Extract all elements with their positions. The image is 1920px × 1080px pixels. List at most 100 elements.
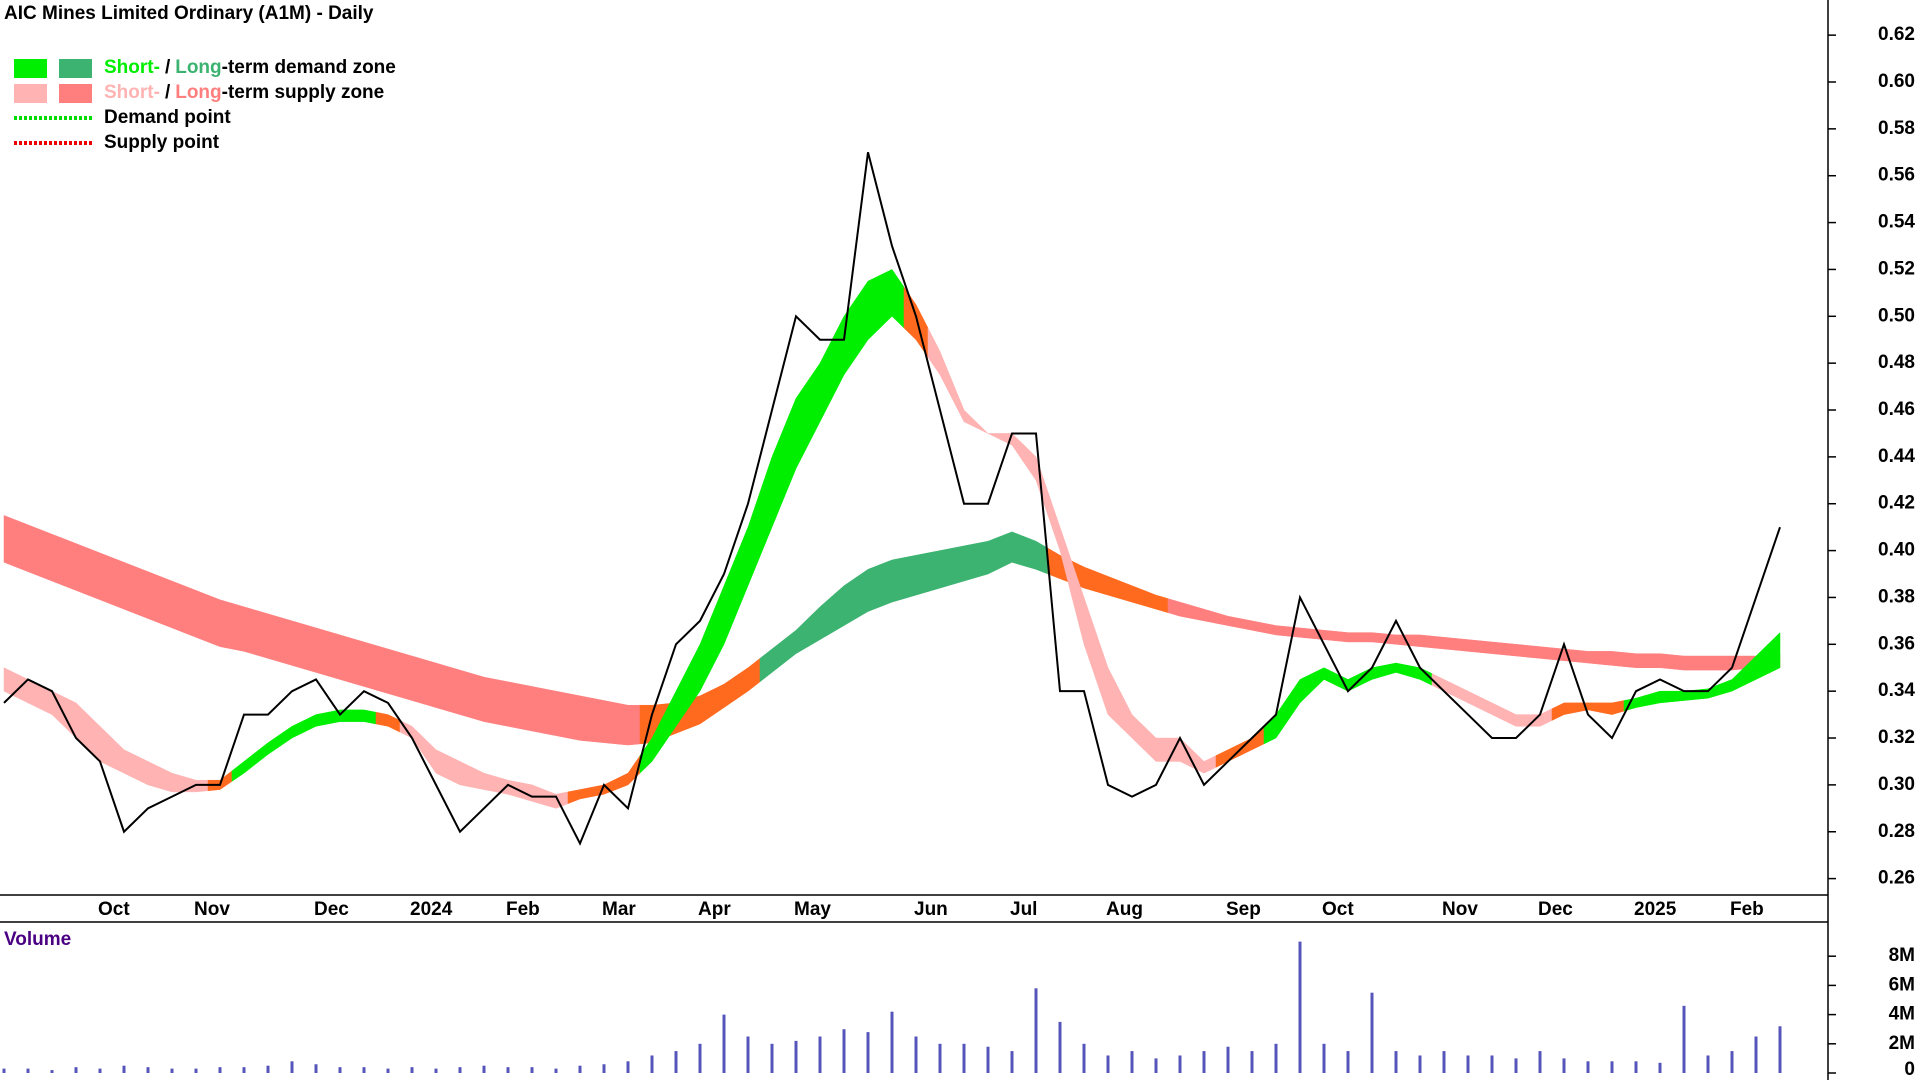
zone-segment: [39, 529, 65, 587]
volume-bar: [98, 1068, 102, 1073]
zone-segment: [975, 421, 1001, 440]
y-tick-label: 0.54: [1878, 212, 1915, 233]
volume-bar: [746, 1036, 750, 1073]
zone-segment: [519, 782, 545, 806]
zone-segment: [1095, 571, 1121, 599]
zone-segment: [927, 547, 953, 592]
volume-bar: [818, 1036, 822, 1073]
x-tick-label: Aug: [1106, 899, 1143, 920]
zone-segment: [279, 720, 305, 747]
volume-bar: [1034, 988, 1038, 1073]
volume-bar: [986, 1046, 990, 1073]
zone-segment: [975, 536, 1001, 578]
volume-bar: [554, 1068, 558, 1073]
zone-segment: [1767, 631, 1781, 674]
zone-segment: [903, 552, 929, 599]
zone-segment: [567, 693, 593, 742]
y-tick-label: 0.40: [1878, 540, 1915, 561]
volume-tick-label: 6M: [1889, 974, 1915, 995]
y-tick-label: 0.52: [1878, 258, 1915, 279]
zone-segment: [879, 557, 905, 608]
y-tick-label: 0.36: [1878, 633, 1915, 654]
zone-segment: [1623, 652, 1649, 668]
volume-bar: [1346, 1051, 1350, 1073]
volume-bar: [1730, 1051, 1734, 1073]
zone-segment: [927, 327, 953, 399]
zone-segment: [831, 297, 857, 399]
zone-segment: [543, 789, 569, 809]
volume-bar: [146, 1067, 150, 1073]
zone-segment: [255, 734, 281, 765]
zone-segment: [3, 515, 17, 568]
volume-bar: [1418, 1055, 1422, 1073]
volume-bar: [650, 1055, 654, 1073]
zone-segment: [1503, 708, 1529, 727]
zone-segment: [807, 595, 833, 648]
zone-segment: [783, 617, 809, 664]
volume-bar: [602, 1064, 606, 1073]
zone-segment: [1575, 649, 1601, 665]
zone-segment: [135, 755, 161, 789]
zone-segment: [1647, 690, 1673, 706]
zone-segment: [1095, 632, 1121, 727]
x-tick-label: 2024: [410, 899, 453, 920]
zone-segment: [855, 274, 881, 359]
volume-bar: [26, 1068, 30, 1073]
zone-segment: [855, 564, 881, 619]
zone-segment: [1335, 631, 1361, 643]
zone-segment: [15, 519, 41, 577]
zone-segment: [1287, 673, 1313, 722]
zone-segment: [1167, 598, 1193, 619]
volume-bar: [530, 1067, 534, 1073]
volume-bar: [1706, 1055, 1710, 1073]
volume-bar: [1562, 1058, 1566, 1073]
x-tick-label: Nov: [194, 899, 230, 920]
volume-bar: [1370, 992, 1374, 1073]
zone-segment: [1431, 673, 1457, 698]
chart-title: AIC Mines Limited Ordinary (A1M) - Daily: [4, 3, 374, 24]
volume-title: Volume: [4, 929, 71, 950]
zone-segment: [1263, 622, 1289, 637]
volume-bar: [1394, 1051, 1398, 1073]
volume-bar: [266, 1065, 270, 1073]
zone-segment: [735, 657, 761, 700]
volume-bar: [1634, 1061, 1638, 1073]
volume-bar: [122, 1065, 126, 1073]
y-tick-label: 0.34: [1878, 680, 1915, 701]
zone-segment: [759, 639, 785, 683]
legend-label: Short- / Long-term supply zone: [104, 82, 384, 103]
volume-bar: [242, 1067, 246, 1073]
volume-bar: [386, 1068, 390, 1073]
zone-segment: [1551, 702, 1577, 721]
volume-bar: [794, 1040, 798, 1073]
zone-segment: [591, 697, 617, 745]
zone-segment: [951, 380, 977, 428]
zone-segment: [63, 538, 89, 596]
volume-tick-label: 4M: [1889, 1004, 1915, 1025]
volume-bar: [1586, 1061, 1590, 1073]
legend-swatch: [59, 59, 92, 78]
volume-bar: [1202, 1051, 1206, 1073]
zone-segment: [159, 575, 185, 633]
volume-bar: [890, 1011, 894, 1073]
x-tick-label: May: [794, 899, 831, 920]
x-tick-label: Feb: [1730, 899, 1764, 920]
volume-bar: [1178, 1055, 1182, 1073]
legend-text-part: Short-: [104, 57, 160, 78]
volume-bar: [578, 1065, 582, 1073]
y-tick-label: 0.32: [1878, 727, 1915, 748]
volume-bar: [842, 1029, 846, 1073]
y-tick-label: 0.60: [1878, 71, 1915, 92]
zone-segment: [1215, 612, 1241, 629]
zone-segment: [711, 675, 737, 717]
zone-segment: [1311, 628, 1337, 642]
zone-segment: [1359, 632, 1385, 644]
zone-segment: [1215, 743, 1241, 768]
x-tick-label: Apr: [698, 899, 731, 920]
legend-label: Supply point: [104, 132, 220, 153]
volume-bar: [962, 1043, 966, 1073]
zone-segment: [1119, 580, 1145, 606]
zone-segment: [471, 673, 497, 725]
legend-swatch: [14, 84, 47, 103]
